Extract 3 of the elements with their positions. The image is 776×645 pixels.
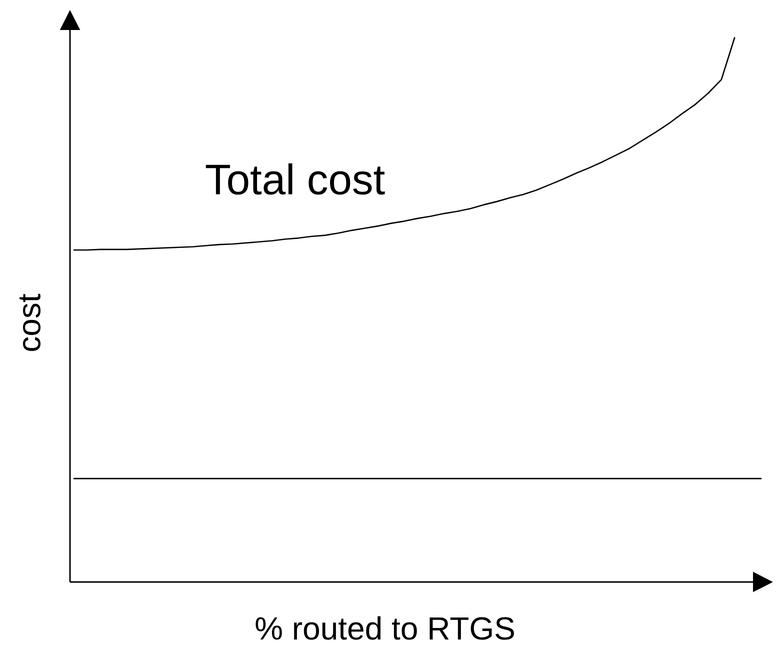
series-label: Total cost bbox=[206, 163, 385, 195]
x-axis-title: % routed to RTGS bbox=[256, 616, 514, 640]
y-axis-title: cost bbox=[20, 294, 41, 351]
